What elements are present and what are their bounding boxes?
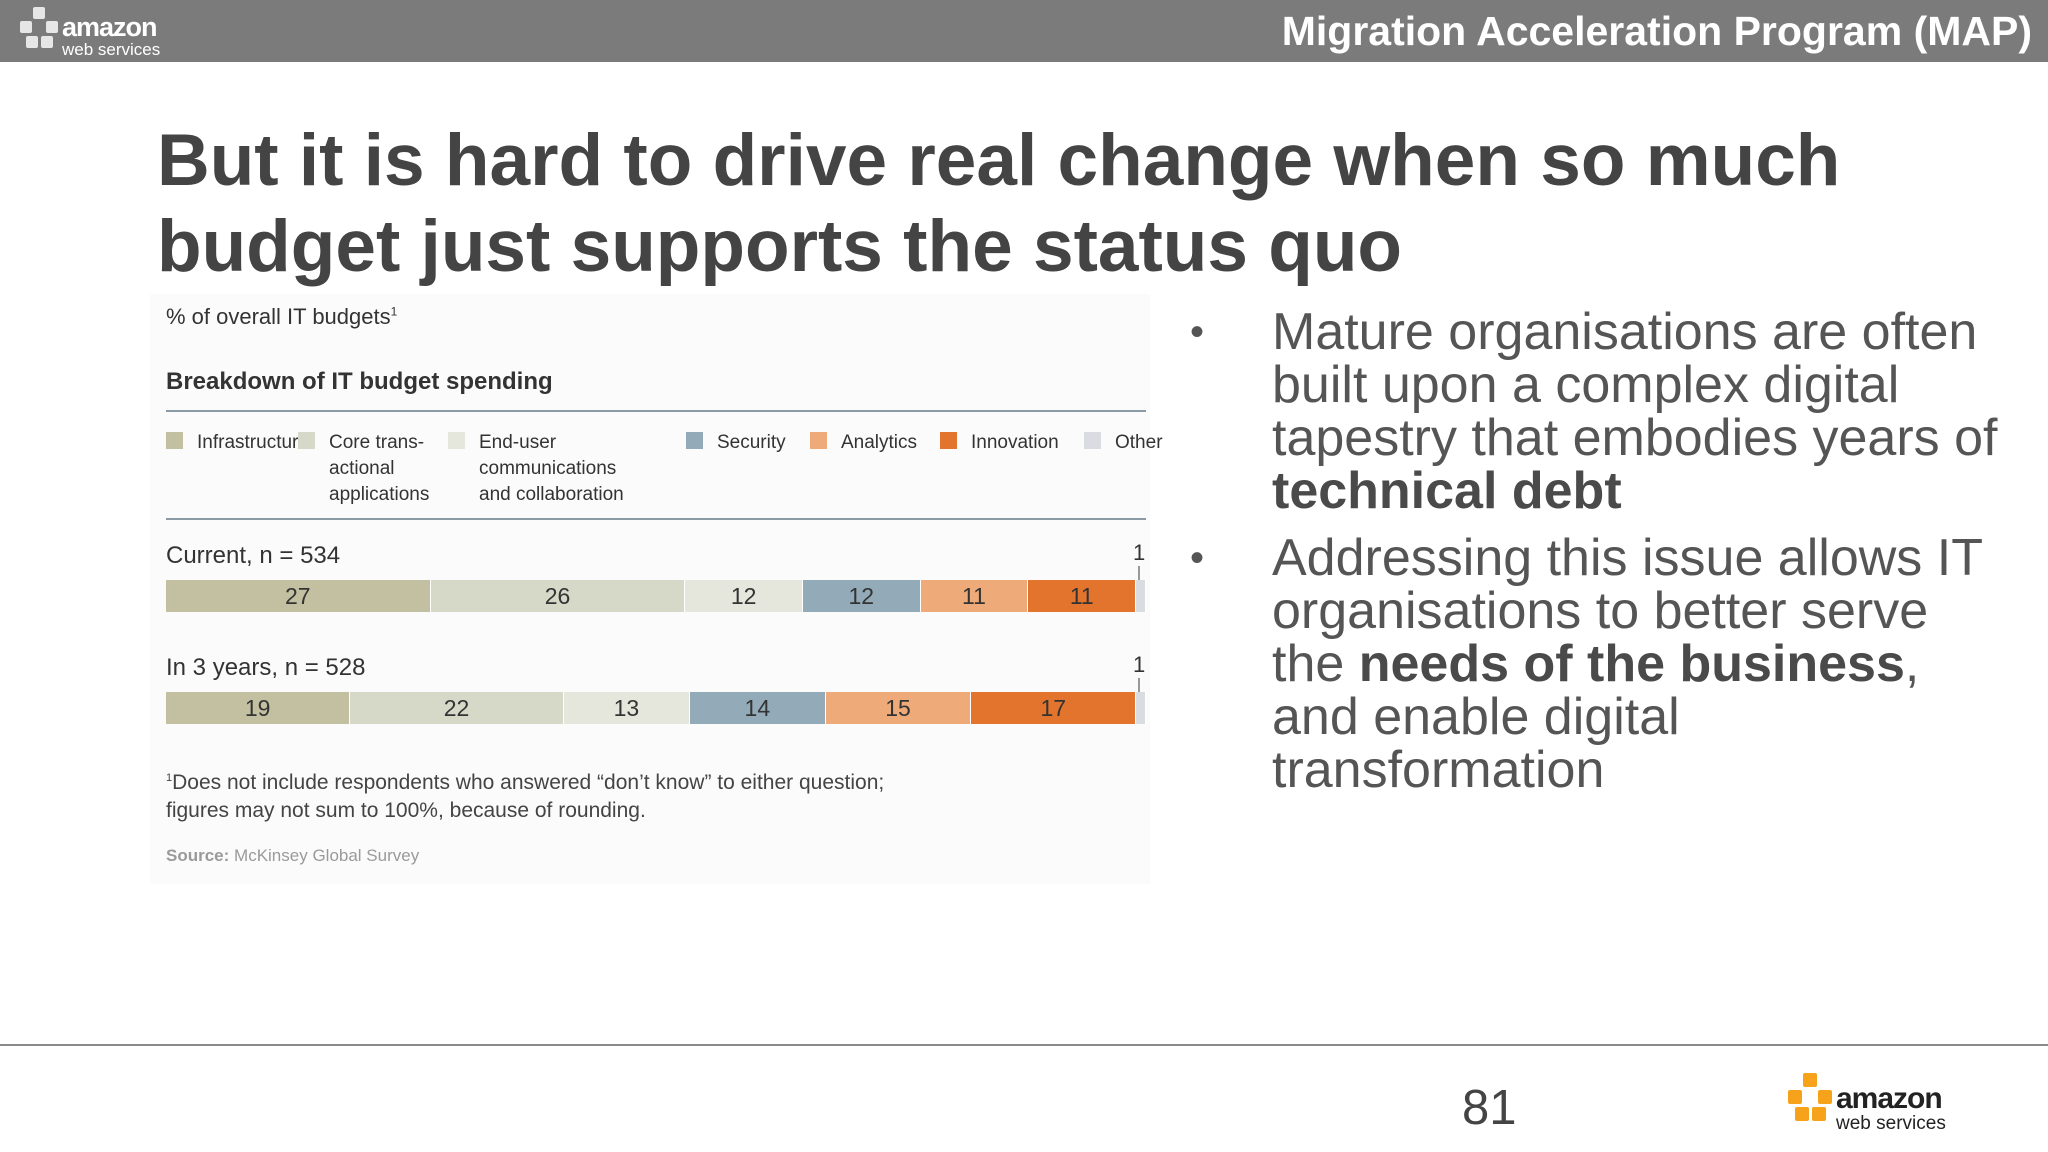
legend-swatch [448,432,465,449]
legend-item: Analytics [810,430,917,456]
legend-rule [166,518,1146,520]
chart-legend: Infrastructure Core trans- actional appli… [166,430,1163,510]
legend-label: Other [1115,432,1163,453]
stacked-bar-3years: 19 22 13 14 15 17 [166,692,1146,724]
bullet-item: • Mature organisations are often built up… [1190,303,1998,520]
chart-title: Breakdown of IT budget spending [166,368,553,395]
chart-source: Source: McKinsey Global Survey [166,846,419,866]
bar-segment: 11 [920,580,1029,612]
bullet-list: • Mature organisations are often built up… [1190,306,2010,811]
aws-logo-word: amazon [62,12,158,42]
legend-item: End-user communications and collaboratio… [448,430,624,508]
legend-swatch [166,432,183,449]
row-label-current: Current, n = 534 [166,542,341,569]
aws-logo-word: amazon [1836,1082,1943,1115]
budget-chart: % of overall IT budgets1 Breakdown of IT… [150,294,1163,884]
program-title: Migration Acceleration Program (MAP) [1281,8,2032,54]
aws-cubes-icon [18,5,60,55]
legend-swatch [810,432,827,449]
bar-segment: 26 [430,580,686,612]
aws-logo-footer: amazon web services [1786,1068,1946,1133]
bullet-emphasis: needs of the business [1358,635,1905,693]
slide-title: But it is hard to drive real change when… [157,120,1841,287]
bar-segment: 13 [563,692,690,724]
bullet-item: • Addressing this issue allows IT organis… [1190,529,1983,799]
legend-label: End-user communications and collaboratio… [479,432,624,505]
bullet-dot: • [1190,536,1205,580]
chart-subtitle-footnote-mark: 1 [390,304,398,319]
other-tick-current [1138,566,1140,588]
bar-segment: 15 [825,692,972,724]
chart-subtitle: % of overall IT budgets1 [166,304,398,329]
legend-item: Core trans- actional applications [298,430,429,508]
legend-item: Security [686,430,786,456]
legend-label: Security [717,432,786,453]
legend-swatch [940,432,957,449]
bar-segment [1136,692,1146,724]
aws-cubes-icon [1786,1071,1834,1131]
legend-label: Core trans- actional applications [329,432,430,505]
legend-swatch [1084,432,1101,449]
aws-logo-sub: web services [1836,1113,1946,1134]
bar-segment [1136,580,1146,612]
bar-segment: 12 [685,580,803,612]
stacked-bar-current: 27 26 12 12 11 11 [166,580,1146,612]
aws-logo-top: amazon web services [18,2,160,58]
row-label-3years: In 3 years, n = 528 [166,654,366,681]
source-text: McKinsey Global Survey [234,846,420,865]
legend-item: Other [1084,430,1163,456]
bar-segment: 22 [350,692,564,724]
chart-title-rule [166,410,1146,412]
legend-swatch [298,432,315,449]
legend-label: Innovation [971,432,1059,453]
aws-logo-sub: web services [62,40,161,59]
other-value-current: 1 [1133,540,1146,565]
page-number: 81 [1462,1081,1517,1135]
footnote-text: Does not include respondents who answere… [166,771,885,822]
footnote-mark: 1 [166,772,173,784]
bullet-dot: • [1190,310,1205,354]
other-tick-3years [1138,678,1140,700]
bar-segment: 14 [689,692,826,724]
source-label: Source: [166,846,230,865]
bullet-emphasis: technical debt [1272,462,1622,520]
chart-footnote: 1Does not include respondents who answer… [166,764,884,825]
bar-segment: 11 [1028,580,1137,612]
bar-segment: 27 [166,580,431,612]
legend-item: Infrastructure [166,430,309,456]
top-bar: amazon web services Migration Accelerati… [0,0,2048,62]
footer-rule [0,1044,2048,1046]
legend-label: Analytics [841,432,918,453]
other-value-3years: 1 [1133,652,1146,677]
legend-label: Infrastructure [197,432,309,453]
bar-segment: 17 [971,692,1137,724]
bar-segment: 12 [802,580,921,612]
legend-item: Innovation [940,430,1059,456]
legend-swatch [686,432,703,449]
bar-segment: 19 [166,692,351,724]
